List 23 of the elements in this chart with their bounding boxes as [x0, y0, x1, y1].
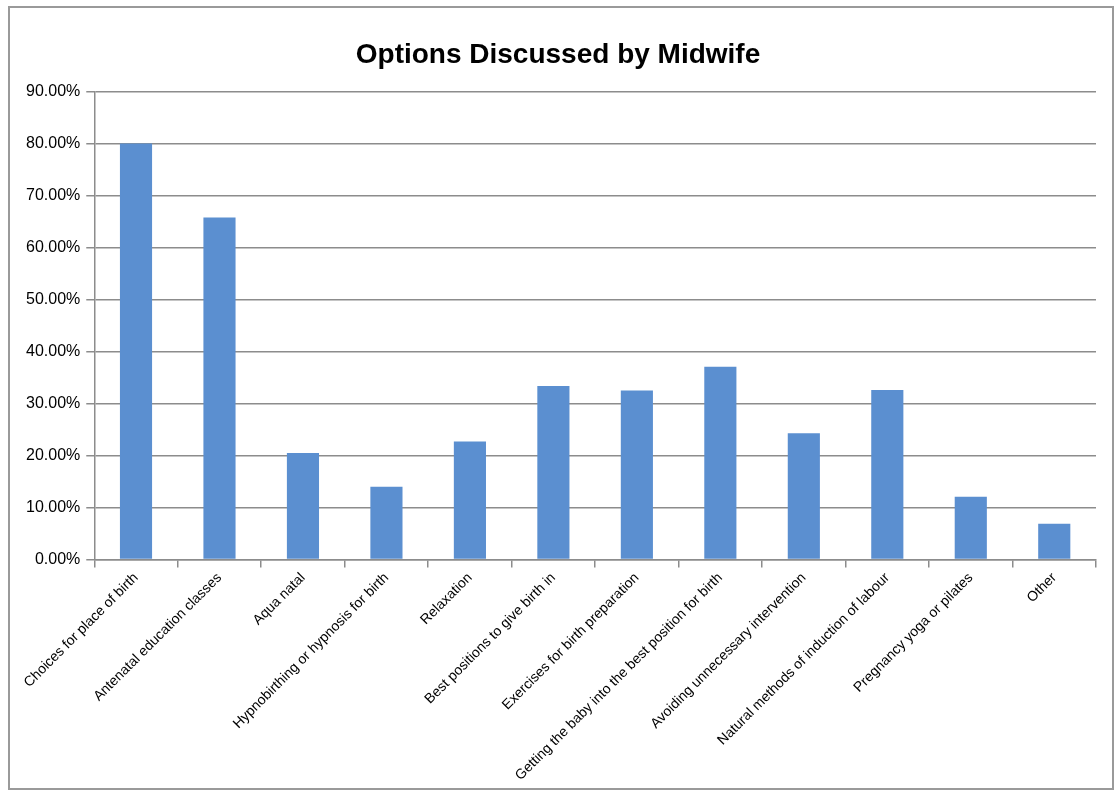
y-tick-label: 30.00%	[26, 394, 81, 412]
bar	[620, 390, 653, 559]
y-tick-label: 70.00%	[26, 186, 81, 204]
y-tick-label: 60.00%	[26, 238, 81, 256]
y-tick-label: 50.00%	[26, 290, 81, 308]
bar	[370, 486, 403, 559]
bar	[203, 217, 236, 559]
y-tick-label: 40.00%	[26, 342, 81, 360]
bar	[537, 385, 570, 559]
y-tick-label: 80.00%	[26, 134, 81, 152]
bar	[704, 366, 737, 559]
bar	[787, 433, 820, 559]
y-tick-label: 20.00%	[26, 446, 81, 464]
bar	[1038, 523, 1071, 559]
bar	[954, 496, 987, 559]
chart-title: Options Discussed by Midwife	[355, 37, 761, 69]
y-tick-label: 10.00%	[26, 498, 81, 516]
y-tick-label: 90.00%	[26, 82, 81, 100]
bar	[871, 390, 904, 559]
bar	[286, 453, 320, 559]
y-tick-label: 0.00%	[34, 550, 81, 568]
bar	[119, 143, 153, 559]
bar	[453, 441, 486, 559]
